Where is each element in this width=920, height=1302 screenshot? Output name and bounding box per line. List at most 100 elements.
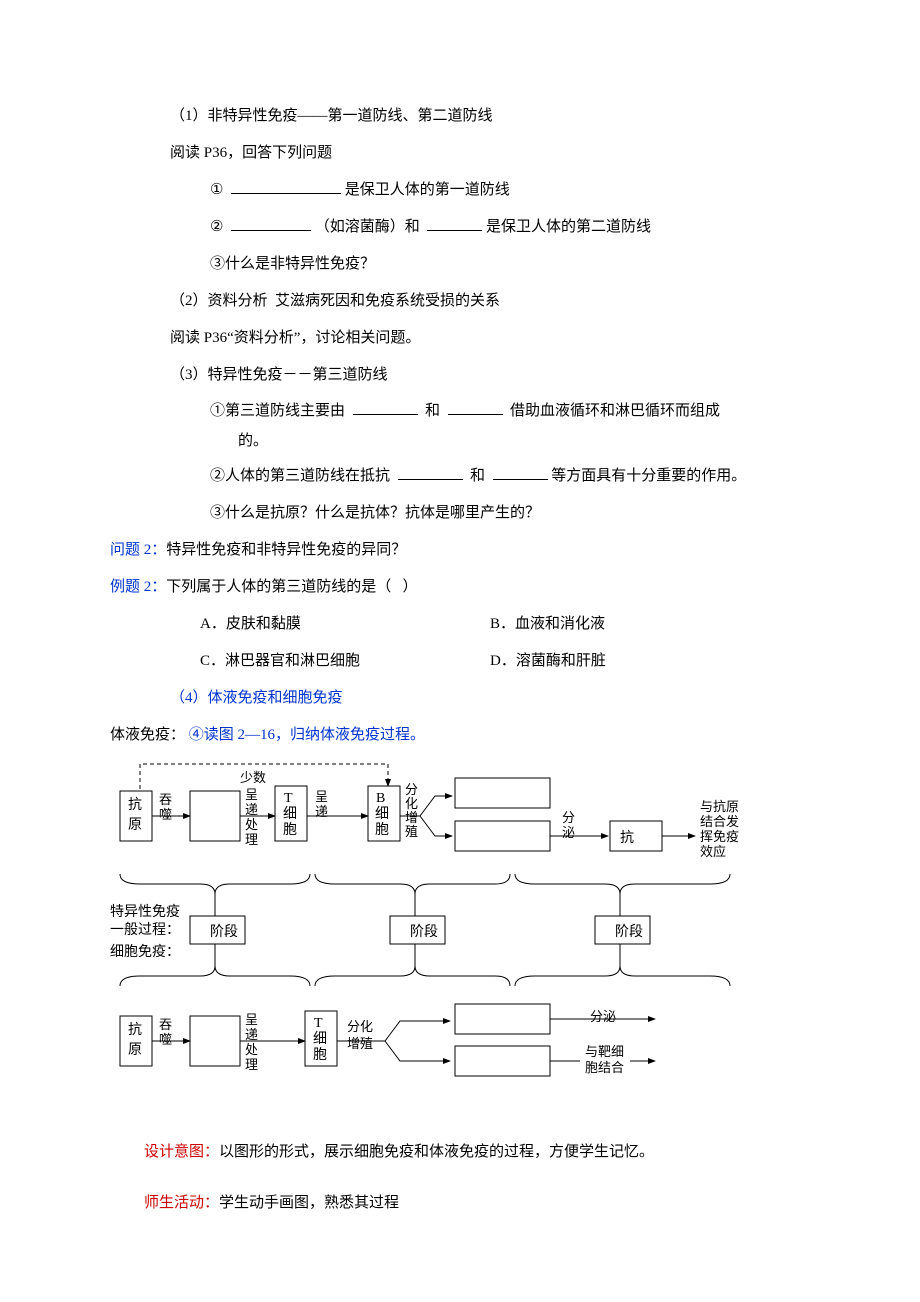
svg-text:处: 处 bbox=[245, 817, 258, 832]
pre-3-2: ②人体的第三道防线在抵抗 bbox=[210, 468, 390, 484]
humoral-line: 体液免疫： ④读图 2—16，归纳体液免疫过程。 bbox=[110, 719, 810, 752]
opt-b: B．血液和消化液 bbox=[490, 608, 605, 641]
blank-3-1b[interactable] bbox=[448, 399, 503, 416]
svg-text:挥免疫: 挥免疫 bbox=[700, 829, 739, 844]
svg-text:结合发: 结合发 bbox=[700, 814, 739, 829]
svg-text:处: 处 bbox=[245, 1042, 258, 1057]
svg-text:理: 理 bbox=[245, 1057, 258, 1072]
svg-text:一般过程：: 一般过程： bbox=[110, 922, 180, 938]
section-3-title: （3）特异性免疫－－第三道防线 bbox=[170, 359, 810, 392]
svg-text:噬: 噬 bbox=[159, 1032, 172, 1047]
design-text: 以图形的形式，展示细胞免疫和体液免疫的过程，方便学生记忆。 bbox=[219, 1144, 654, 1160]
svg-text:分泌: 分泌 bbox=[590, 1009, 616, 1024]
tail-2: 是保卫人体的第二道防线 bbox=[486, 219, 651, 235]
teacher-activity: 师生活动：学生动手画图，熟悉其过程 bbox=[144, 1187, 810, 1220]
blank-2a[interactable] bbox=[231, 215, 311, 232]
svg-text:效应: 效应 bbox=[700, 844, 726, 859]
svg-text:T: T bbox=[314, 1016, 323, 1031]
q2-text: 特异性免疫和非特异性免疫的异同？ bbox=[166, 542, 406, 558]
svg-text:理: 理 bbox=[245, 832, 258, 847]
mid-3-1: 和 bbox=[425, 403, 440, 419]
svg-text:细: 细 bbox=[375, 806, 389, 822]
svg-text:抗: 抗 bbox=[128, 797, 142, 813]
svg-text:B: B bbox=[376, 791, 385, 806]
svg-text:噬: 噬 bbox=[159, 807, 172, 822]
item-3: ③什么是非特异性免疫？ bbox=[210, 248, 810, 281]
svg-text:呈: 呈 bbox=[245, 787, 258, 802]
svg-text:特异性免疫: 特异性免疫 bbox=[110, 904, 180, 920]
item-2: ② （如溶菌酶）和 是保卫人体的第二道防线 bbox=[210, 211, 810, 244]
svg-text:分: 分 bbox=[562, 810, 575, 825]
svg-text:胞结合: 胞结合 bbox=[585, 1060, 624, 1075]
tail-3-2: 等方面具有十分重要的作用。 bbox=[551, 468, 746, 484]
read-p36: 阅读 P36，回答下列问题 bbox=[170, 137, 810, 170]
question-2: 问题 2：特异性免疫和非特异性免疫的异同？ bbox=[110, 534, 810, 567]
blank-1[interactable] bbox=[231, 178, 341, 195]
svg-text:阶段: 阶段 bbox=[210, 924, 238, 940]
svg-text:细: 细 bbox=[283, 806, 297, 822]
teacher-label: 师生活动： bbox=[144, 1195, 219, 1211]
humoral-label: 体液免疫： bbox=[110, 727, 185, 743]
svg-text:呈: 呈 bbox=[315, 789, 328, 804]
svg-text:抗: 抗 bbox=[620, 830, 634, 846]
svg-text:阶段: 阶段 bbox=[615, 924, 643, 940]
svg-text:殖: 殖 bbox=[405, 824, 418, 839]
svg-text:与抗原: 与抗原 bbox=[700, 799, 739, 814]
read-p36-2: 阅读 P36“资料分析”，讨论相关问题。 bbox=[170, 322, 810, 355]
section-2-title: （2）资料分析 艾滋病死因和免疫系统受损的关系 bbox=[170, 285, 810, 318]
svg-text:原: 原 bbox=[128, 818, 142, 833]
teacher-text: 学生动手画图，熟悉其过程 bbox=[219, 1195, 399, 1211]
mid-3-2: 和 bbox=[470, 468, 485, 484]
svg-text:分化: 分化 bbox=[347, 1019, 373, 1034]
svg-text:化: 化 bbox=[405, 796, 418, 811]
item-3-2: ②人体的第三道防线在抵抗 和 等方面具有十分重要的作用。 bbox=[210, 460, 810, 493]
svg-text:原: 原 bbox=[128, 1043, 142, 1058]
svg-text:分: 分 bbox=[405, 782, 418, 797]
svg-text:递: 递 bbox=[245, 802, 258, 817]
num-1: ① bbox=[210, 182, 223, 198]
tail-1: 是保卫人体的第一道防线 bbox=[345, 182, 510, 198]
blank-3-2b[interactable] bbox=[493, 464, 548, 481]
design-label: 设计意图： bbox=[144, 1144, 219, 1160]
svg-text:呈: 呈 bbox=[245, 1012, 258, 1027]
immune-flowchart-svg: 抗原 少数 吞噬 呈递 处理 T细胞 呈递 B细胞 分化 增殖 分泌 bbox=[110, 756, 830, 1126]
read-fig: ④读图 2—16，归纳体液免疫过程。 bbox=[189, 727, 425, 743]
item-1: ① 是保卫人体的第一道防线 bbox=[210, 174, 810, 207]
blank-3-2a[interactable] bbox=[398, 464, 463, 481]
svg-text:与靶细: 与靶细 bbox=[585, 1044, 624, 1059]
opt-c: C．淋巴器官和淋巴细胞 bbox=[200, 645, 490, 678]
svg-text:增殖: 增殖 bbox=[347, 1036, 373, 1051]
opts-row-1: A．皮肤和黏膜 B．血液和消化液 bbox=[200, 608, 810, 641]
immune-diagram: 抗原 少数 吞噬 呈递 处理 T细胞 呈递 B细胞 分化 增殖 分泌 bbox=[110, 756, 810, 1126]
blank-2b[interactable] bbox=[427, 215, 482, 232]
section-4-title: （4）体液免疫和细胞免疫 bbox=[170, 682, 810, 715]
svg-text:吞: 吞 bbox=[159, 1017, 172, 1032]
svg-text:少数: 少数 bbox=[240, 770, 266, 785]
tail-3-1b: 的。 bbox=[238, 433, 268, 449]
opts-row-2: C．淋巴器官和淋巴细胞 D．溶菌酶和肝脏 bbox=[200, 645, 810, 678]
svg-text:细: 细 bbox=[313, 1031, 327, 1047]
svg-text:胞: 胞 bbox=[375, 822, 389, 838]
example-2: 例题 2：下列属于人体的第三道防线的是（ ） bbox=[110, 571, 810, 604]
ex2-text: 下列属于人体的第三道防线的是（ ） bbox=[166, 579, 417, 595]
svg-text:T: T bbox=[284, 791, 293, 806]
design-intent: 设计意图：以图形的形式，展示细胞免疫和体液免疫的过程，方便学生记忆。 bbox=[144, 1136, 810, 1169]
mid-2: （如溶菌酶）和 bbox=[315, 219, 420, 235]
q2-label: 问题 2： bbox=[110, 542, 166, 558]
svg-text:阶段: 阶段 bbox=[410, 924, 438, 940]
svg-text:泌: 泌 bbox=[562, 825, 575, 840]
svg-text:递: 递 bbox=[315, 804, 328, 819]
ex2-label: 例题 2： bbox=[110, 579, 166, 595]
svg-text:增: 增 bbox=[405, 810, 418, 825]
num-2: ② bbox=[210, 219, 223, 235]
item-3-3: ③什么是抗原？什么是抗体？抗体是哪里产生的？ bbox=[210, 497, 810, 530]
svg-text:胞: 胞 bbox=[283, 822, 297, 838]
opt-a: A．皮肤和黏膜 bbox=[200, 608, 490, 641]
section-1-title: （1）非特异性免疫——第一道防线、第二道防线 bbox=[170, 100, 810, 133]
svg-text:胞: 胞 bbox=[313, 1047, 327, 1063]
opt-d: D．溶菌酶和肝脏 bbox=[490, 645, 606, 678]
svg-text:吞: 吞 bbox=[159, 792, 172, 807]
tail-3-1: 借助血液循环和淋巴循环而组成 bbox=[510, 403, 720, 419]
blank-3-1a[interactable] bbox=[353, 399, 418, 416]
svg-text:抗: 抗 bbox=[128, 1022, 142, 1038]
